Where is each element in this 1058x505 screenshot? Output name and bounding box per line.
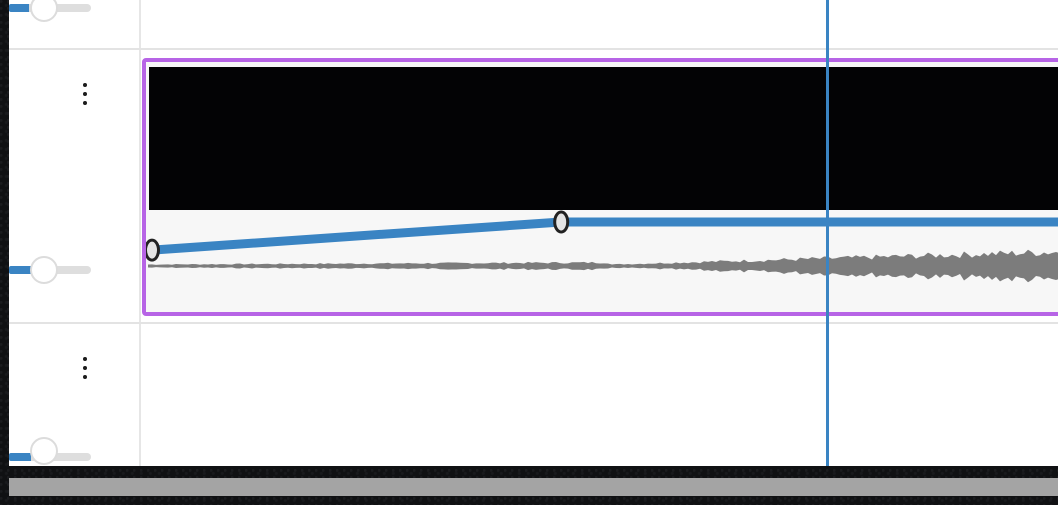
- volume-keyframe-handle[interactable]: [146, 238, 160, 262]
- volume-slider-fill: [9, 266, 31, 274]
- playhead[interactable]: [826, 0, 829, 466]
- volume-slider-fill: [9, 453, 31, 461]
- audio-waveform: [148, 249, 1058, 283]
- volume-slider-thumb[interactable]: [30, 0, 58, 22]
- track-header-divider: [139, 0, 141, 466]
- clip-overlay: [146, 210, 1058, 283]
- volume-slider-thumb[interactable]: [30, 256, 58, 284]
- clip-thumbnail: [149, 67, 1058, 210]
- volume-slider-fill: [9, 4, 29, 12]
- horizontal-scrollbar-thumb[interactable]: [9, 478, 1058, 496]
- volume-envelope-line[interactable]: [151, 217, 1058, 255]
- selected-clip[interactable]: [142, 58, 1058, 316]
- horizontal-scrollbar[interactable]: [9, 478, 1058, 496]
- volume-keyframe-handle[interactable]: [553, 210, 570, 234]
- kebab-menu-icon[interactable]: [77, 83, 93, 113]
- track-divider: [9, 322, 1058, 324]
- kebab-menu-icon[interactable]: [77, 357, 93, 387]
- volume-keyframes: [146, 210, 570, 262]
- volume-slider-thumb[interactable]: [30, 437, 58, 465]
- track-divider: [9, 48, 1058, 50]
